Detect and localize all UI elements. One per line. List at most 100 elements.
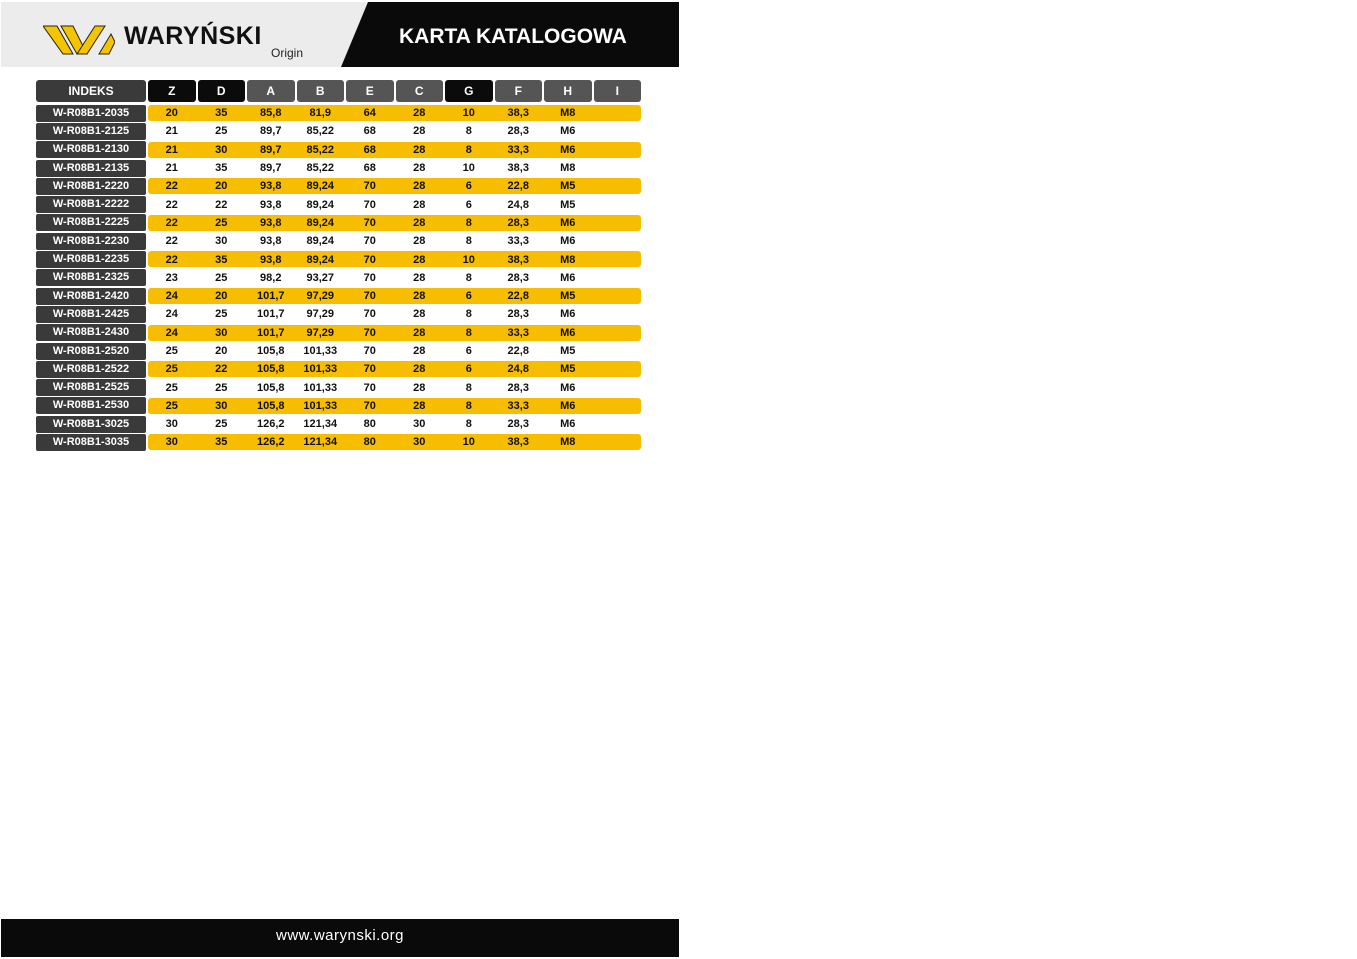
cell-g: 8 xyxy=(465,235,472,248)
index-cell: W-R08B1-2530 xyxy=(36,397,146,415)
cell-d: 22 xyxy=(215,363,228,376)
cell-d: 22 xyxy=(215,198,228,211)
column-header-d: D xyxy=(197,80,245,102)
cell-b: 89,24 xyxy=(306,253,335,266)
cell-g: 10 xyxy=(462,107,475,120)
cell-a: 98,2 xyxy=(260,271,282,284)
index-cell: W-R08B1-2325 xyxy=(36,269,146,287)
column-header-c: C xyxy=(395,80,443,102)
table-row: W-R08B1-2530 25 30 105,8 101,33 70 28 8 33,3 M6 xyxy=(36,397,643,415)
cell-f: 24,8 xyxy=(507,198,529,211)
cell-f: 38,3 xyxy=(507,162,529,175)
cell-e: 70 xyxy=(363,235,376,248)
cell-f: 24,8 xyxy=(507,363,529,376)
table-row: W-R08B1-2235 22 35 93,8 89,24 70 28 10 38,3 M8 xyxy=(36,250,643,269)
cell-c: 28 xyxy=(413,143,426,156)
header-band: WARYŃSKI Origin KARTA KATALOGOWA xyxy=(1,2,679,67)
table-row: W-R08B1-2522 25 22 105,8 101,33 70 28 6 24,8 M5 xyxy=(36,360,643,378)
cell-z: 22 xyxy=(165,253,178,266)
table-row: W-R08B1-2325 23 25 98,2 93,27 70 28 8 28,3 M6 xyxy=(36,269,643,287)
index-cell: W-R08B1-2525 xyxy=(36,379,146,397)
cell-b: 81,9 xyxy=(309,107,331,120)
cell-h: M5 xyxy=(560,290,576,303)
table-row: W-R08B1-2220 22 20 93,8 89,24 70 28 6 22,8 M5 xyxy=(36,177,643,195)
cell-c: 30 xyxy=(413,436,426,449)
cell-a: 93,8 xyxy=(260,235,282,248)
cell-h: M8 xyxy=(560,436,576,449)
cell-g: 8 xyxy=(465,271,472,284)
cell-f: 22,8 xyxy=(507,290,529,303)
cell-f: 28,3 xyxy=(507,271,529,284)
cell-g: 6 xyxy=(465,363,472,376)
table-row: W-R08B1-3035 30 35 126,2 121,34 80 30 10 38,3 M8 xyxy=(36,433,643,451)
cell-b: 121,34 xyxy=(303,418,338,431)
cell-b: 97,29 xyxy=(306,308,335,321)
cell-a: 89,7 xyxy=(260,143,282,156)
cell-d: 35 xyxy=(215,107,228,120)
index-cell: W-R08B1-2220 xyxy=(36,177,146,195)
cell-e: 68 xyxy=(363,162,376,175)
cell-c: 28 xyxy=(413,381,426,394)
cell-c: 28 xyxy=(413,290,426,303)
cell-b: 93,27 xyxy=(306,271,335,284)
table-row: W-R08B1-2520 25 20 105,8 101,33 70 28 6 22,8 M5 xyxy=(36,342,643,360)
table-row: W-R08B1-2225 22 25 93,8 89,24 70 28 8 28,3 M6 xyxy=(36,214,643,232)
cell-z: 24 xyxy=(165,290,178,303)
cell-a: 85,8 xyxy=(260,107,282,120)
cell-e: 70 xyxy=(363,381,376,394)
column-header-z: Z xyxy=(148,80,196,102)
cell-a: 93,8 xyxy=(260,216,282,229)
cell-e: 68 xyxy=(363,143,376,156)
table-row: W-R08B1-2230 22 30 93,8 89,24 70 28 8 33,3 M6 xyxy=(36,232,643,250)
index-cell: W-R08B1-2230 xyxy=(36,232,146,250)
cell-d: 35 xyxy=(215,253,228,266)
cell-z: 23 xyxy=(165,271,178,284)
cell-z: 22 xyxy=(165,216,178,229)
cell-z: 30 xyxy=(165,436,178,449)
index-cell: W-R08B1-2425 xyxy=(36,305,146,323)
cell-d: 30 xyxy=(215,399,228,412)
table-row: W-R08B1-2525 25 25 105,8 101,33 70 28 8 28,3 M6 xyxy=(36,378,643,397)
cell-z: 21 xyxy=(165,143,178,156)
cell-g: 6 xyxy=(465,345,472,357)
column-header-g: G xyxy=(445,80,493,102)
catalog-table: INDEKS Z D A B E C G F H I W-R08B1-2035 20 35 85,8 81,… xyxy=(36,80,643,452)
cell-c: 28 xyxy=(413,308,426,321)
cell-f: 33,3 xyxy=(507,143,529,156)
cell-c: 28 xyxy=(413,235,426,248)
cell-f: 22,8 xyxy=(507,345,529,357)
cell-z: 25 xyxy=(165,399,178,412)
brand-sub: Origin xyxy=(271,46,304,60)
cell-d: 25 xyxy=(215,381,228,394)
index-cell: W-R08B1-2135 xyxy=(36,159,146,177)
cell-a: 101,7 xyxy=(256,290,285,303)
cell-d: 35 xyxy=(215,162,228,175)
cell-e: 64 xyxy=(363,107,376,120)
cell-c: 28 xyxy=(413,198,426,211)
index-cell: W-R08B1-2235 xyxy=(36,251,146,269)
cell-a: 101,7 xyxy=(256,326,285,339)
cell-a: 101,7 xyxy=(256,308,285,321)
column-header-i: I xyxy=(593,80,641,102)
cell-g: 8 xyxy=(465,418,472,431)
cell-b: 101,33 xyxy=(303,381,338,394)
cell-e: 80 xyxy=(363,436,376,449)
cell-f: 28,3 xyxy=(507,381,529,394)
cell-z: 24 xyxy=(165,308,178,321)
index-cell: W-R08B1-3025 xyxy=(36,415,146,433)
cell-h: M8 xyxy=(560,253,576,266)
index-cell: W-R08B1-2225 xyxy=(36,214,146,232)
cell-c: 28 xyxy=(413,345,426,357)
cell-d: 25 xyxy=(215,125,228,138)
cell-c: 28 xyxy=(413,271,426,284)
website-link[interactable]: www.warynski.org xyxy=(275,927,405,944)
cell-b: 89,24 xyxy=(306,180,335,193)
cell-f: 22,8 xyxy=(507,180,529,193)
cell-c: 28 xyxy=(413,107,426,120)
cell-f: 33,3 xyxy=(507,235,529,248)
cell-d: 25 xyxy=(215,271,228,284)
cell-g: 8 xyxy=(465,399,472,412)
cell-e: 70 xyxy=(363,253,376,266)
table-row: W-R08B1-2425 24 25 101,7 97,29 70 28 8 28,3 M6 xyxy=(36,305,643,323)
cell-h: M6 xyxy=(560,308,576,321)
